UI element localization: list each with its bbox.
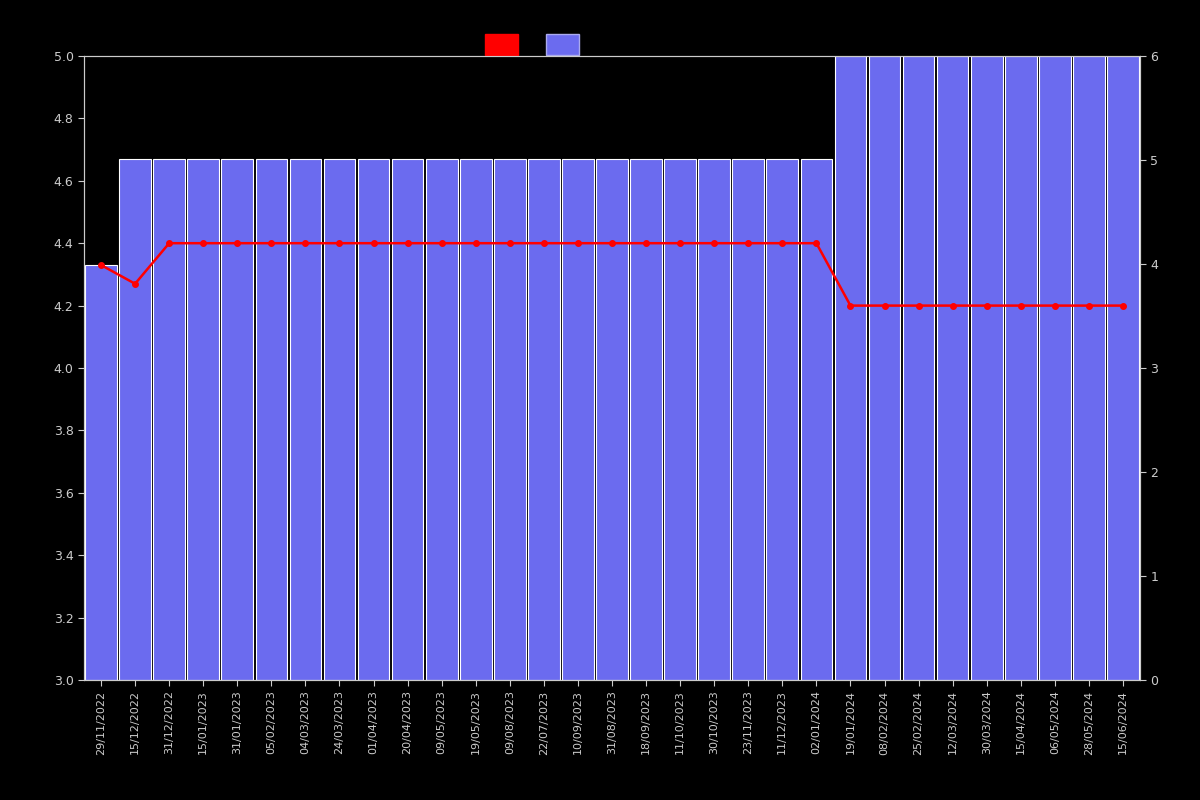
- Bar: [732, 159, 764, 680]
- Legend: , : ,: [476, 26, 599, 63]
- Bar: [971, 56, 1002, 680]
- Bar: [1073, 56, 1105, 680]
- Bar: [835, 56, 866, 680]
- Bar: [289, 159, 322, 680]
- Bar: [324, 159, 355, 680]
- Bar: [494, 159, 526, 680]
- Bar: [119, 159, 151, 680]
- Bar: [1108, 56, 1139, 680]
- Bar: [391, 159, 424, 680]
- Bar: [528, 159, 559, 680]
- Bar: [222, 159, 253, 680]
- Bar: [154, 159, 185, 680]
- Bar: [630, 159, 662, 680]
- Bar: [1039, 56, 1070, 680]
- Bar: [426, 159, 457, 680]
- Bar: [562, 159, 594, 680]
- Bar: [596, 159, 628, 680]
- Bar: [800, 159, 833, 680]
- Bar: [698, 159, 730, 680]
- Bar: [85, 265, 116, 680]
- Bar: [187, 159, 220, 680]
- Bar: [460, 159, 492, 680]
- Bar: [256, 159, 287, 680]
- Bar: [358, 159, 389, 680]
- Bar: [902, 56, 935, 680]
- Bar: [937, 56, 968, 680]
- Bar: [869, 56, 900, 680]
- Bar: [1004, 56, 1037, 680]
- Bar: [665, 159, 696, 680]
- Bar: [767, 159, 798, 680]
